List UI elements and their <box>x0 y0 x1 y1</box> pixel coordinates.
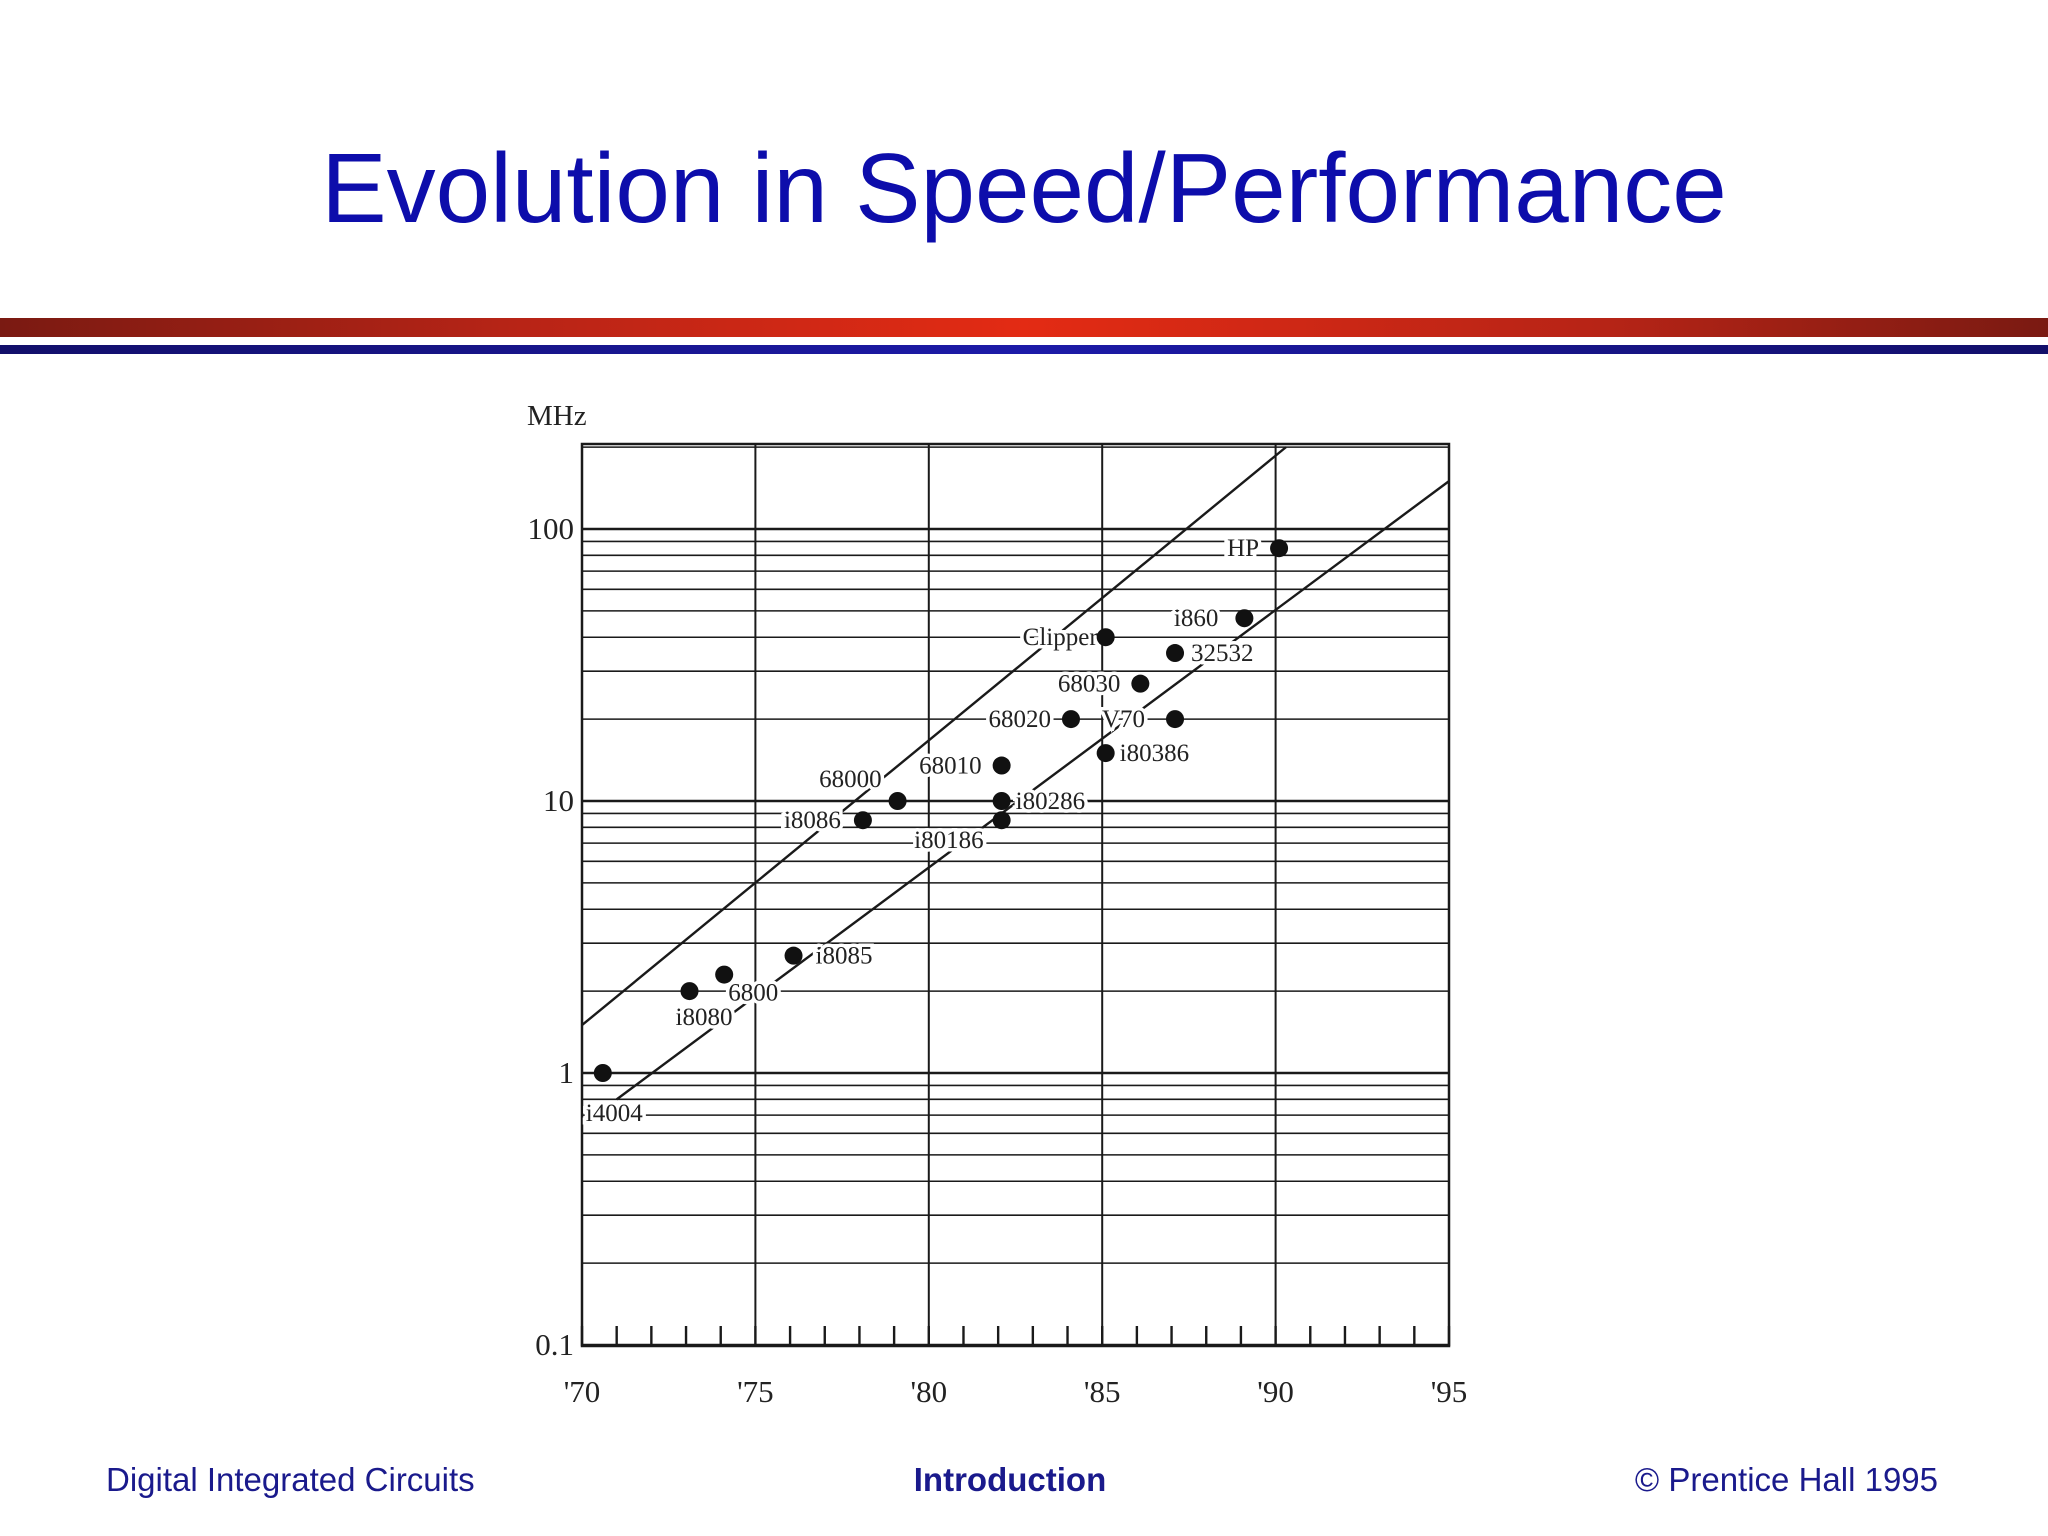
point-label-i860: i860 <box>1174 605 1218 632</box>
footer-course: Digital Integrated Circuits <box>106 1461 475 1498</box>
point-label-i80386: i80386 <box>1120 740 1189 767</box>
point-label-68000: 68000 <box>819 766 882 793</box>
y-tick-label: 1 <box>559 1055 575 1090</box>
data-point-68010 <box>992 756 1011 775</box>
y-axis-label: MHz <box>527 400 587 432</box>
data-point-68000 <box>888 792 907 810</box>
trend-line <box>615 480 1450 1101</box>
data-point-i80286 <box>992 792 1011 810</box>
x-tick-label: '80 <box>911 1374 948 1409</box>
footer-copyright: © Prentice Hall 1995 <box>1634 1461 1938 1498</box>
slide-title: Evolution in Speed/Performance <box>321 133 1727 243</box>
data-points <box>593 539 1289 1082</box>
x-tick-label: '75 <box>737 1374 774 1409</box>
data-point-i8086 <box>853 811 872 830</box>
point-label-68030: 68030 <box>1058 671 1121 698</box>
point-label-32532: 32532 <box>1191 640 1254 667</box>
point-label-68020: 68020 <box>988 706 1051 733</box>
data-point-i80186 <box>992 811 1011 830</box>
data-point-i8085 <box>784 946 803 965</box>
point-label-6800: 6800 <box>728 980 778 1007</box>
x-tick-label: '90 <box>1257 1374 1294 1409</box>
data-point-i860 <box>1235 609 1254 628</box>
point-label-hp: HP <box>1227 535 1259 562</box>
point-label-v70: V70 <box>1102 706 1145 733</box>
title-underline-blue <box>0 345 2048 354</box>
data-point-6800 <box>715 965 734 984</box>
axis-ticks: '70 '75 '80 '85 '90 '95 0.1 1 10 100 <box>528 511 1468 1409</box>
point-label-i8085: i8085 <box>816 943 873 970</box>
point-label-i80286: i80286 <box>1016 788 1085 815</box>
y-tick-label: 10 <box>543 783 574 818</box>
title-underline-red <box>0 318 2048 337</box>
x-tick-label: '85 <box>1084 1374 1121 1409</box>
point-label-i80186: i80186 <box>914 827 983 854</box>
footer-section: Introduction <box>913 1461 1107 1498</box>
data-point-68020 <box>1061 710 1080 729</box>
data-point-v70 <box>1166 710 1185 729</box>
point-label-i4004: i4004 <box>586 1100 643 1127</box>
y-tick-label: 100 <box>528 511 575 546</box>
x-tick-label: '95 <box>1431 1374 1468 1409</box>
point-label-i8086: i8086 <box>784 807 841 834</box>
data-point-32532 <box>1166 644 1185 663</box>
point-label-68010: 68010 <box>919 753 982 780</box>
trend-lines <box>581 446 1450 1101</box>
point-label-i8080: i8080 <box>676 1004 733 1031</box>
data-point-i4004 <box>593 1064 612 1082</box>
y-tick-label: 0.1 <box>535 1327 574 1362</box>
data-point-i80386 <box>1096 744 1115 763</box>
data-point-hp <box>1270 539 1289 558</box>
plot-frame <box>580 442 1451 1348</box>
data-point-clipper <box>1096 628 1115 647</box>
trend-line <box>581 446 1287 1027</box>
x-tick-label: '70 <box>564 1374 601 1409</box>
point-label-clipper: Clipper <box>1023 624 1099 651</box>
chart-grid <box>581 444 1450 1347</box>
data-point-68030 <box>1131 674 1150 693</box>
data-point-i8080 <box>680 982 699 1001</box>
